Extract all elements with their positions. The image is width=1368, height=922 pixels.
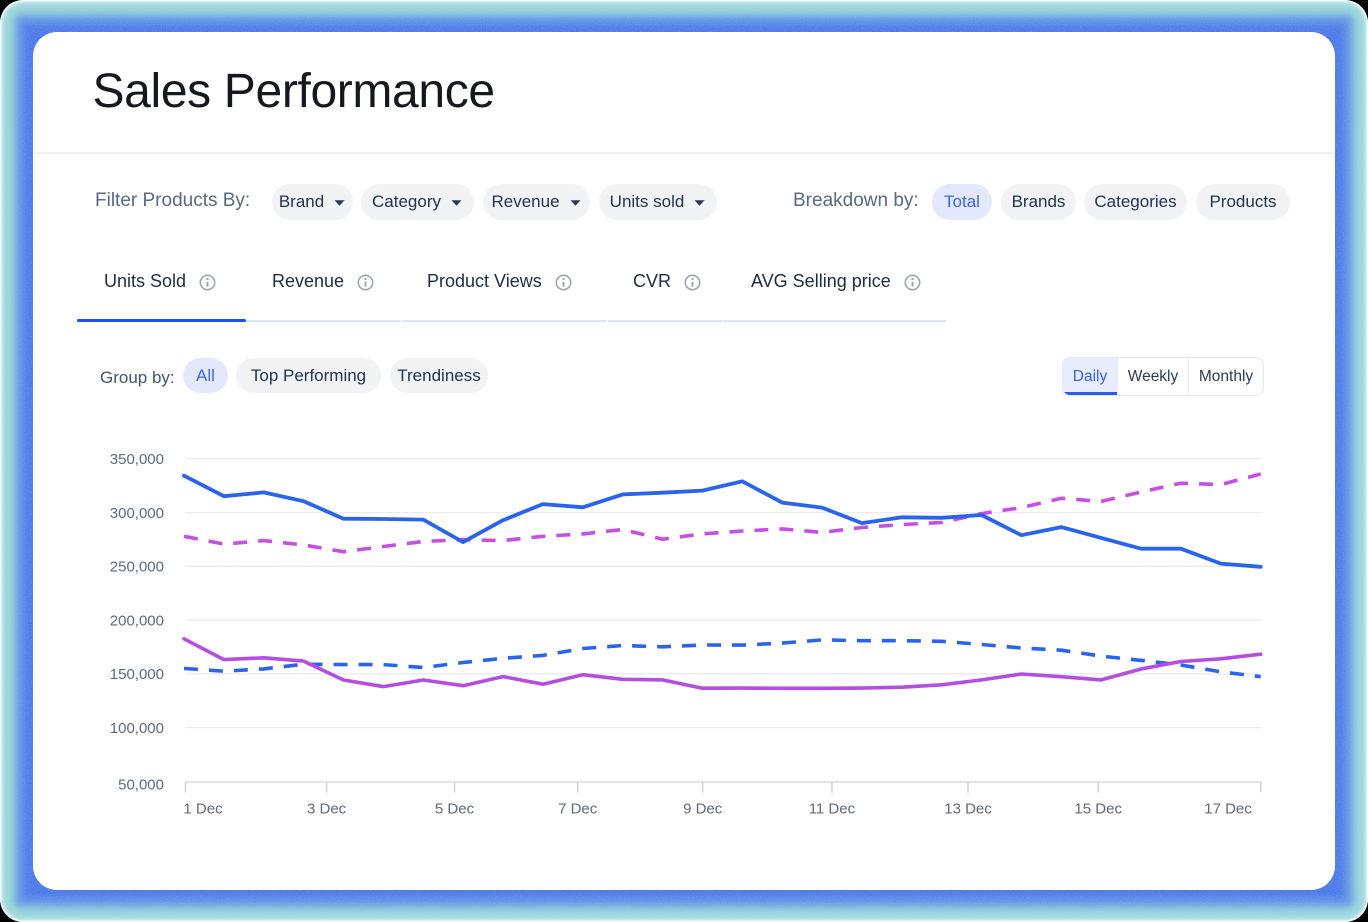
svg-text:11 Dec: 11 Dec	[809, 801, 856, 818]
svg-text:5 Dec: 5 Dec	[435, 801, 475, 818]
svg-text:1 Dec: 1 Dec	[183, 801, 223, 818]
svg-text:150,000: 150,000	[110, 666, 164, 683]
svg-text:3 Dec: 3 Dec	[307, 801, 347, 818]
svg-text:250,000: 250,000	[110, 559, 164, 576]
svg-text:13 Dec: 13 Dec	[944, 801, 992, 818]
svg-text:17 Dec: 17 Dec	[1204, 801, 1252, 818]
svg-text:100,000: 100,000	[110, 720, 164, 737]
svg-text:7 Dec: 7 Dec	[558, 801, 598, 818]
svg-text:200,000: 200,000	[110, 612, 164, 629]
svg-text:9 Dec: 9 Dec	[683, 801, 723, 818]
svg-text:300,000: 300,000	[110, 505, 164, 522]
svg-text:350,000: 350,000	[110, 451, 164, 468]
svg-text:15 Dec: 15 Dec	[1074, 801, 1122, 818]
svg-text:50,000: 50,000	[118, 776, 164, 793]
